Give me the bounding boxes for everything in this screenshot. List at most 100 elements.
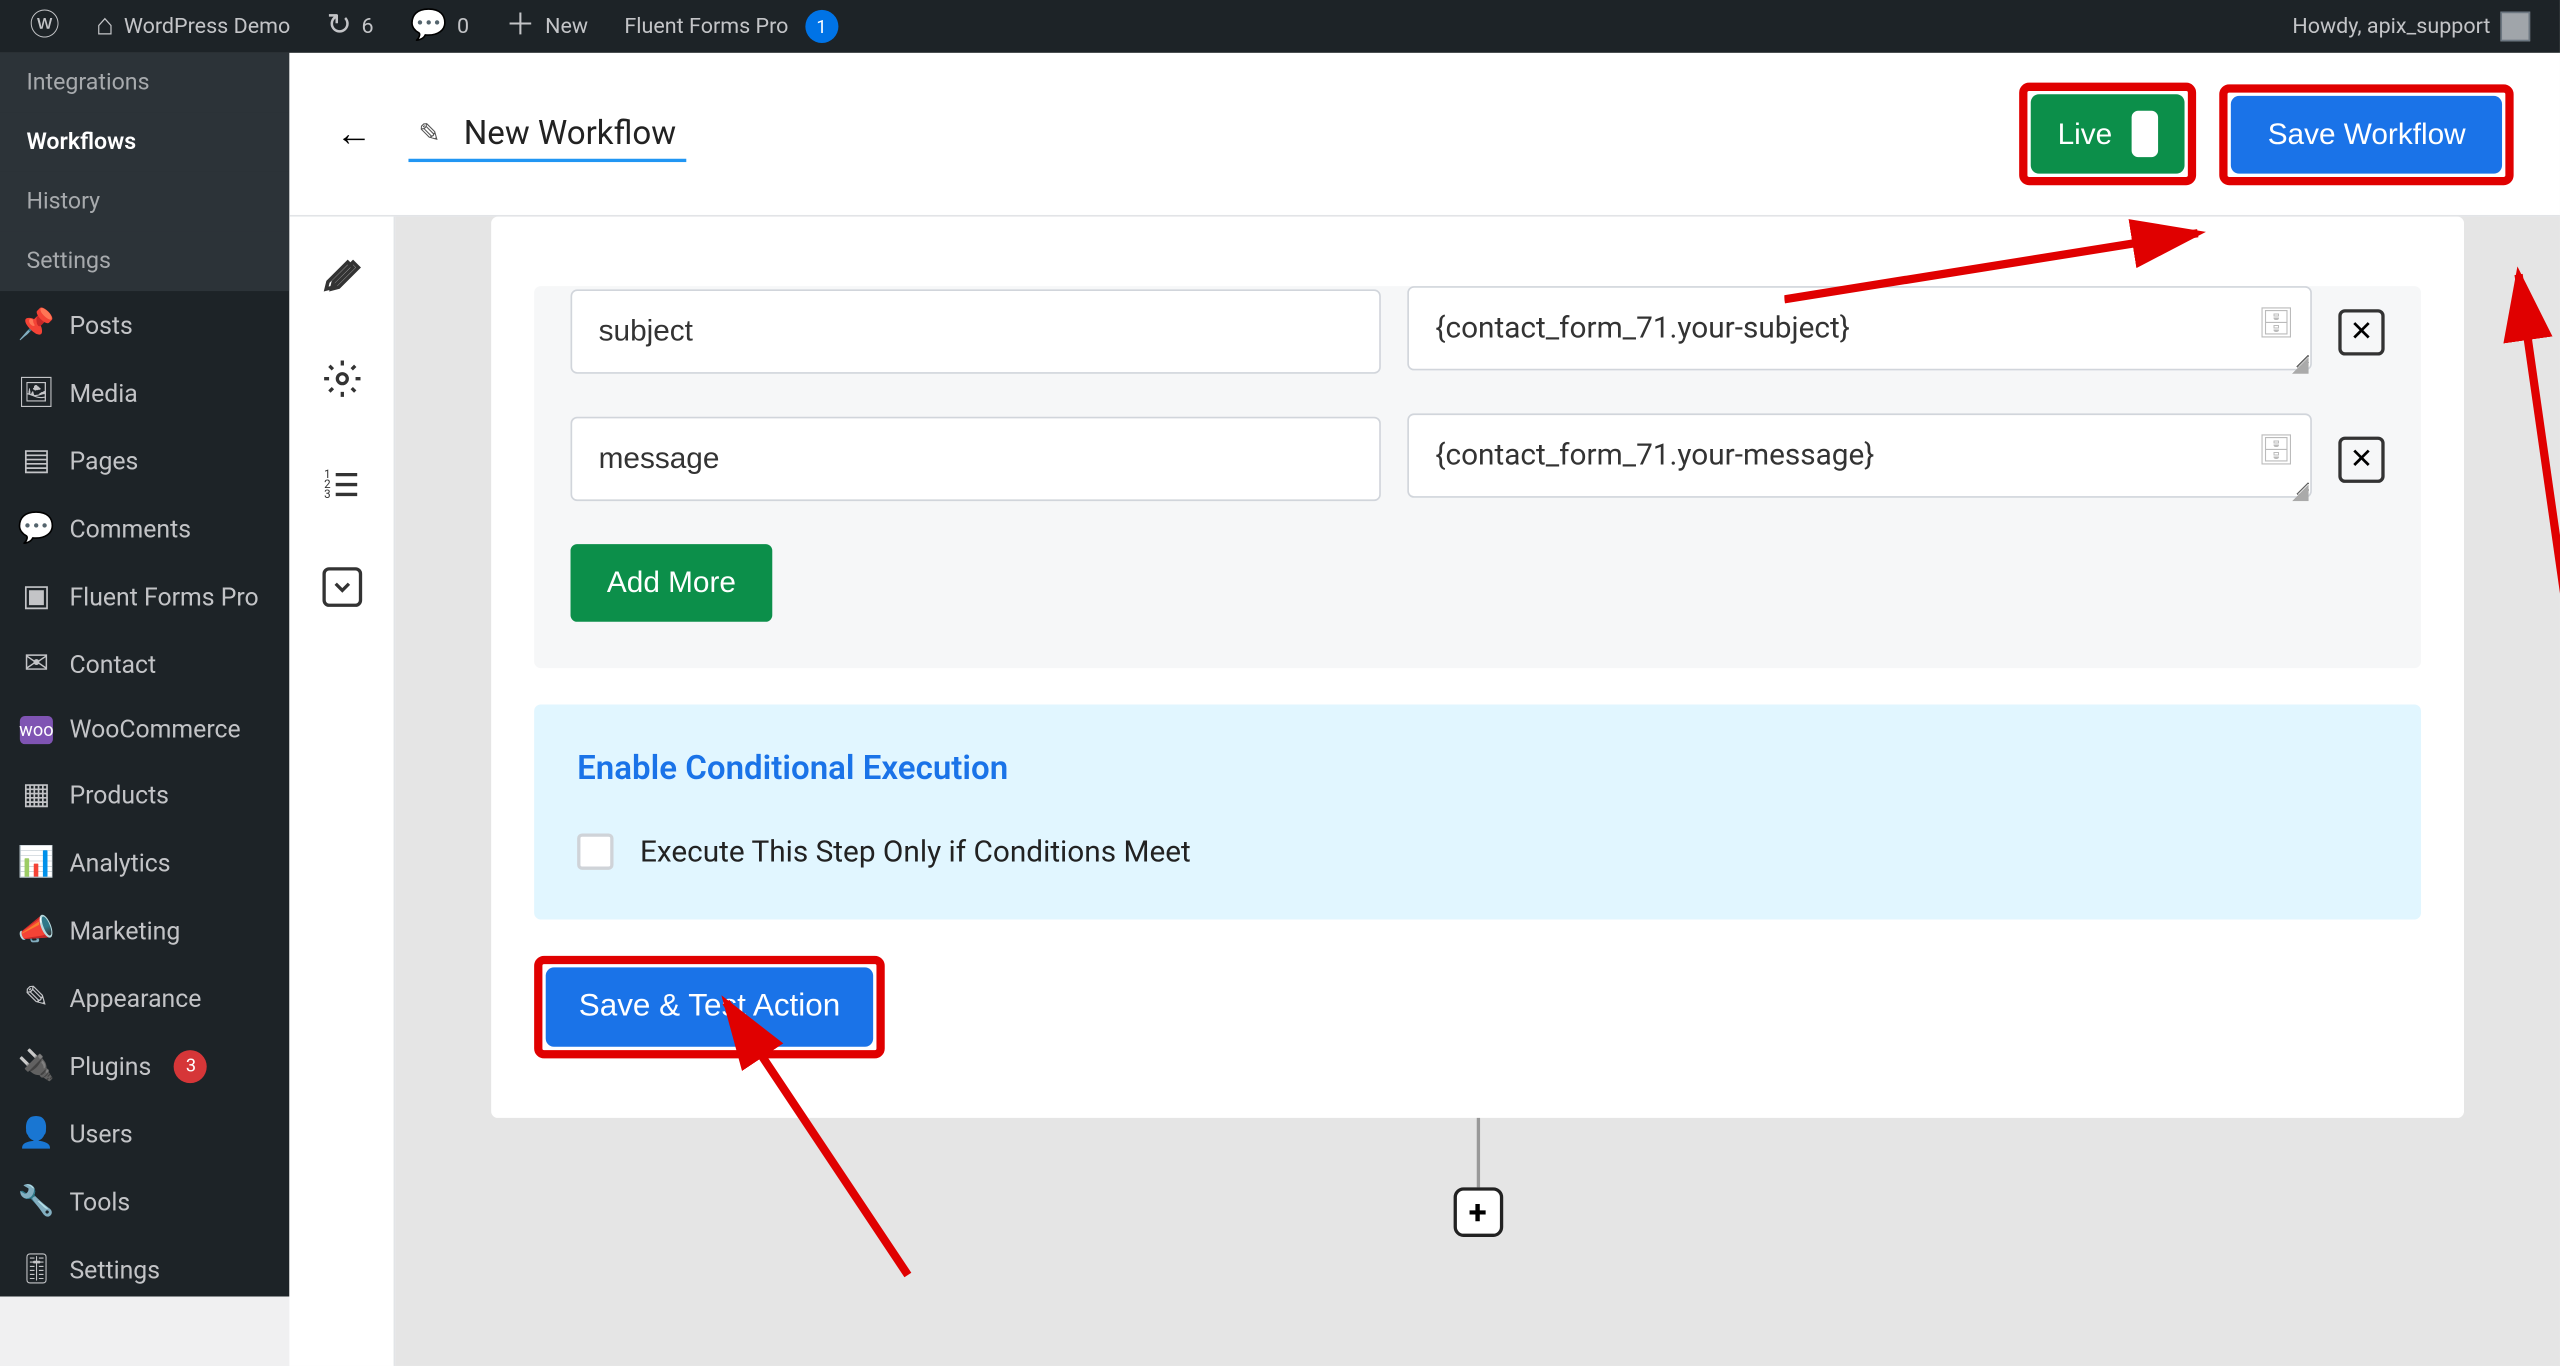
settings-tool[interactable] [318, 356, 364, 402]
sidebar-item-comments[interactable]: 💬Comments [0, 494, 289, 562]
tool-rail: 123 [289, 217, 395, 1366]
new-label: New [545, 14, 588, 39]
sidebar-item-pages[interactable]: ▤ Pages [0, 427, 289, 495]
label: WooCommerce [69, 714, 240, 744]
label: Products [69, 780, 169, 810]
avatar-icon [2500, 12, 2530, 42]
workflow-title-edit[interactable]: ✎ New Workflow [408, 106, 686, 162]
save-workflow-button[interactable]: Save Workflow [2231, 95, 2502, 173]
workflow-title: New Workflow [464, 112, 676, 152]
howdy-link[interactable]: Howdy, apix_support [2279, 0, 2543, 53]
brush-icon: ✎ [20, 981, 53, 1016]
back-button[interactable]: ← [336, 112, 372, 155]
label: Settings [26, 248, 111, 274]
wp-logo[interactable]: ⓦ [17, 0, 73, 53]
list-tool[interactable]: 123 [318, 461, 364, 507]
comment-icon: 💬 [410, 12, 447, 42]
fluent-label: Fluent Forms Pro [624, 14, 788, 39]
comments-count: 0 [457, 14, 469, 39]
expand-tool[interactable] [322, 567, 362, 607]
plugins-badge: 3 [174, 1049, 207, 1082]
connector-line [1476, 1118, 1479, 1187]
field-value-input[interactable]: {contact_form_71.your-subject} [1407, 286, 2312, 370]
label: History [26, 189, 100, 215]
resize-icon[interactable] [2292, 357, 2309, 374]
label: Plugins [69, 1051, 151, 1081]
delete-row-button[interactable]: ✕ [2338, 308, 2384, 354]
sidebar-item-tools[interactable]: 🔧Tools [0, 1168, 289, 1236]
sidebar-item-fluent[interactable]: ▣Fluent Forms Pro [0, 562, 289, 630]
sidebar-item-woo[interactable]: woo WooCommerce [0, 698, 289, 761]
live-toggle-button[interactable]: Live [2031, 94, 2185, 173]
label: Settings [69, 1254, 160, 1284]
fluent-link[interactable]: Fluent Forms Pro 1 [611, 0, 851, 53]
pages-icon: ▤ [20, 443, 53, 478]
add-step-button[interactable]: + [1453, 1187, 1503, 1237]
site-name-link[interactable]: ⌂ WordPress Demo [83, 0, 304, 53]
label: Integrations [26, 69, 149, 95]
label: Marketing [69, 915, 180, 945]
fluent-badge: 1 [805, 10, 838, 43]
action-panel: {contact_form_71.your-subject} 🗄 ✕ {cont… [491, 217, 2464, 1118]
save-test-button[interactable]: Save & Test Action [546, 967, 874, 1046]
sliders-icon: 🎚 [20, 1252, 53, 1287]
sidebar-item-plugins[interactable]: 🔌Plugins3 [0, 1032, 289, 1100]
user-icon: 👤 [20, 1116, 53, 1151]
sidebar-item-users[interactable]: 👤 Users [0, 1100, 289, 1168]
refresh-icon: ↻ [327, 12, 352, 42]
add-more-button[interactable]: Add More [571, 544, 773, 622]
field-key-input[interactable] [571, 417, 1381, 501]
field-value-input[interactable]: {contact_form_71.your-message} [1407, 413, 2312, 497]
checkbox[interactable] [577, 833, 613, 869]
plus-icon: ＋ [505, 12, 535, 42]
sidebar-item-media[interactable]: 🖼 Media [0, 359, 289, 427]
home-icon: ⌂ [96, 12, 114, 42]
highlight-live: Live [2020, 83, 2197, 186]
forms-icon: ▣ [20, 579, 53, 614]
field-row: {contact_form_71.your-subject} 🗄 ✕ [571, 286, 2385, 377]
label: Posts [69, 310, 132, 340]
sidebar-item-settings[interactable]: 🎚 Settings [0, 1235, 289, 1296]
field-row: {contact_form_71.your-message} 🗄 ✕ [571, 413, 2385, 504]
sidebar-sub-history[interactable]: History [0, 172, 289, 232]
label: Media [69, 378, 137, 408]
media-icon: 🖼 [20, 375, 53, 410]
label: Users [69, 1119, 132, 1149]
resize-icon[interactable] [2292, 485, 2309, 502]
conditional-checkbox-row[interactable]: Execute This Step Only if Conditions Mee… [577, 833, 2378, 869]
new-link[interactable]: ＋ New [492, 0, 601, 53]
sidebar-sub-workflows[interactable]: Workflows [0, 112, 289, 172]
updates-link[interactable]: ↻6 [313, 0, 386, 53]
site-name: WordPress Demo [124, 14, 290, 39]
sidebar-item-contact[interactable]: ✉Contact [0, 630, 289, 698]
sidebar-item-posts[interactable]: 📌 Posts [0, 291, 289, 359]
content-area: ← ✎ New Workflow Live Save Workflow [289, 53, 2560, 1297]
database-icon[interactable]: 🗄 [2258, 306, 2296, 341]
sidebar-sub-settings[interactable]: Settings [0, 232, 289, 292]
sidebar-item-marketing[interactable]: 📣Marketing [0, 896, 289, 964]
conditional-panel: Enable Conditional Execution Execute Thi… [534, 704, 2421, 919]
checkbox-label: Execute This Step Only if Conditions Mee… [640, 834, 1191, 869]
sidebar-item-products[interactable]: ▦Products [0, 761, 289, 829]
label: Workflows [26, 129, 136, 155]
workflow-canvas: {contact_form_71.your-subject} 🗄 ✕ {cont… [395, 217, 2560, 1366]
woo-icon: woo [20, 715, 53, 743]
delete-row-button[interactable]: ✕ [2338, 436, 2384, 482]
highlight-save: Save Workflow [2220, 84, 2514, 185]
conditional-title: Enable Conditional Execution [577, 747, 2378, 787]
updates-count: 6 [362, 14, 374, 39]
howdy-text: Howdy, apix_support [2292, 14, 2490, 39]
pin-icon: 📌 [20, 308, 53, 343]
sidebar-item-analytics[interactable]: 📊Analytics [0, 829, 289, 897]
comments-icon: 💬 [20, 511, 53, 546]
fields-section: {contact_form_71.your-subject} 🗄 ✕ {cont… [534, 286, 2421, 668]
label: Pages [69, 446, 138, 476]
field-key-input[interactable] [571, 289, 1381, 373]
database-icon[interactable]: 🗄 [2258, 433, 2296, 468]
sidebar-item-appearance[interactable]: ✎Appearance [0, 964, 289, 1032]
submenu-group: Integrations Workflows History Settings [0, 53, 289, 291]
sidebar-sub-integrations[interactable]: Integrations [0, 53, 289, 113]
edit-tool[interactable] [318, 250, 364, 296]
wp-admin-bar: ⓦ ⌂WordPress Demo ↻6 💬0 ＋New Fluent Form… [0, 0, 2560, 53]
comments-link[interactable]: 💬0 [397, 0, 483, 53]
